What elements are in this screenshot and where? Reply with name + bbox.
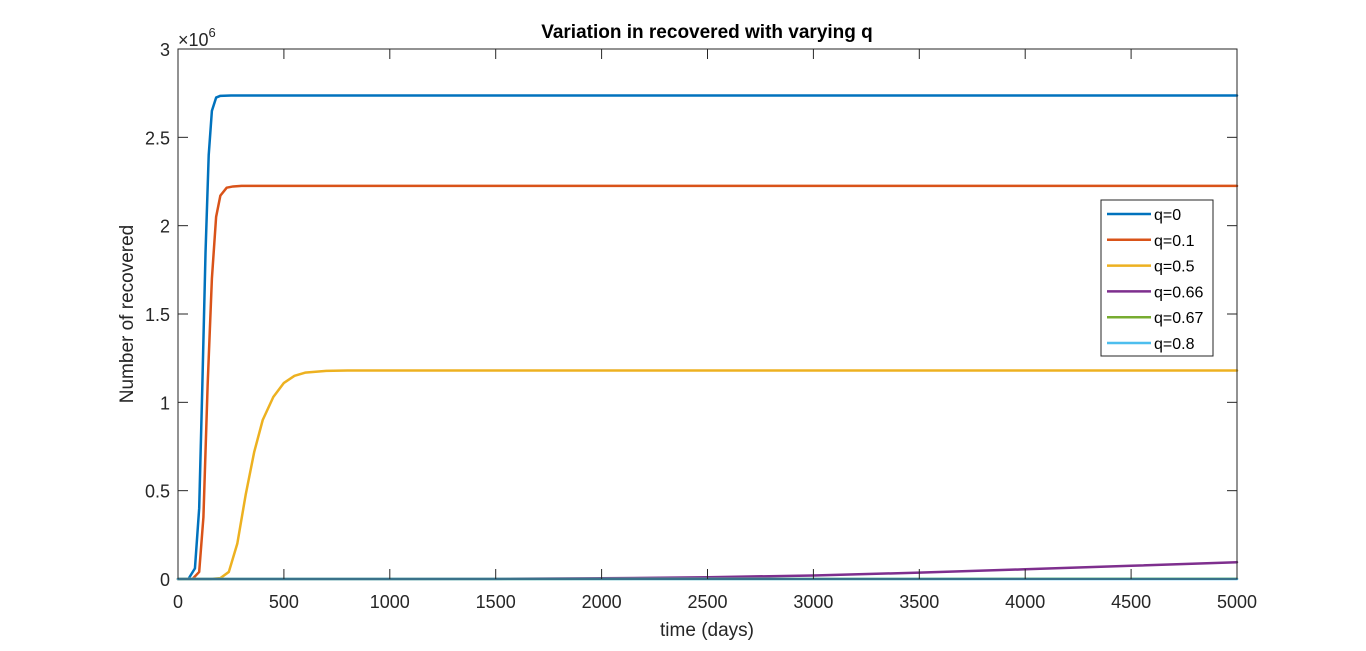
- series-line-0: [176, 94, 1239, 581]
- x-tick-label: 2500: [687, 592, 727, 612]
- legend-item-label: q=0.67: [1154, 310, 1203, 327]
- series-line-1: [176, 184, 1239, 581]
- y-exponent-base: ×10: [178, 30, 209, 50]
- x-tick-label: 4500: [1111, 592, 1151, 612]
- x-tick-label: 3500: [899, 592, 939, 612]
- y-exponent-power: 6: [209, 25, 216, 40]
- legend-item-label: q=0: [1154, 207, 1181, 224]
- y-tick-label: 2: [160, 217, 170, 237]
- x-tick-label: 2000: [582, 592, 622, 612]
- legend-item-label: q=0.1: [1154, 233, 1195, 250]
- x-axis-label: time (days): [660, 620, 754, 641]
- y-tick-label: 0: [160, 570, 170, 590]
- legend-item-label: q=0.5: [1154, 259, 1195, 276]
- legend-item-label: q=0.66: [1154, 284, 1203, 301]
- x-tick-label: 0: [173, 592, 183, 612]
- x-tick-label: 5000: [1217, 592, 1257, 612]
- x-tick-label: 3000: [793, 592, 833, 612]
- y-tick-label: 0.5: [145, 482, 170, 502]
- y-tick-label: 1.5: [145, 305, 170, 325]
- legend-box: [1100, 199, 1214, 357]
- y-tick-label: 3: [160, 40, 170, 60]
- chart-title: Variation in recovered with varying q: [541, 22, 873, 43]
- x-tick-label: 1500: [476, 592, 516, 612]
- x-tick-label: 1000: [370, 592, 410, 612]
- legend-item-label: q=0.8: [1154, 336, 1195, 353]
- ticks: 0 500 1000 1500 2000 2500 3000 3500 4000 4500 5000…: [145, 40, 1257, 612]
- y-axis-label: Number of recovered: [117, 225, 138, 403]
- x-tick-label: 500: [269, 592, 299, 612]
- y-exponent-label: ×106: [178, 25, 216, 50]
- y-tick-label: 1: [160, 393, 170, 413]
- x-tick-label: 4000: [1005, 592, 1045, 612]
- y-tick-label: 2.5: [145, 128, 170, 148]
- series-line-2: [176, 369, 1239, 581]
- legend: q=0 q=0.1 q=0.5 q=0.66 q=0.67 q=0.8: [1100, 199, 1214, 357]
